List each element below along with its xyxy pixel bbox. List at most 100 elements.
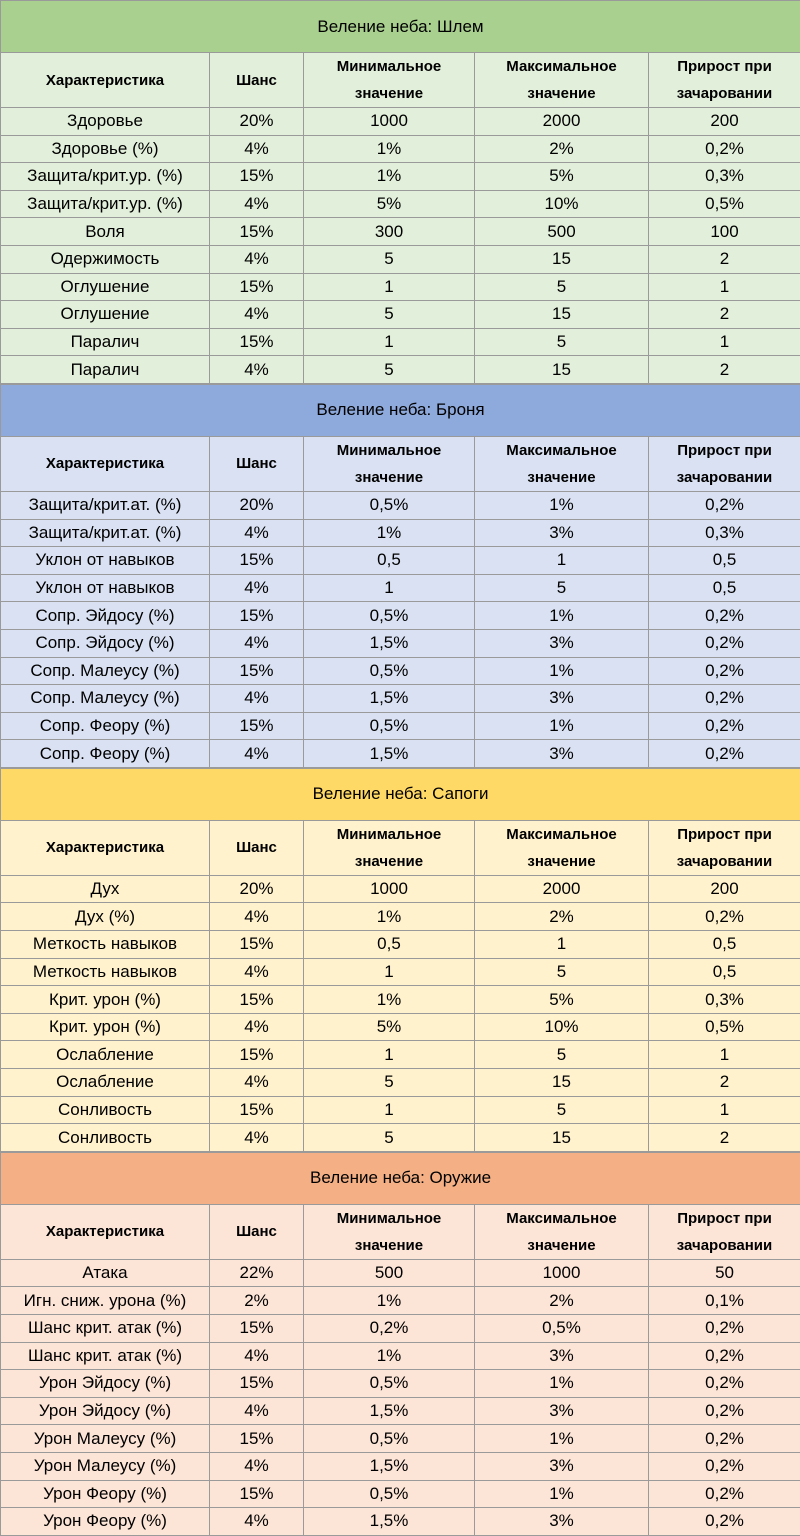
table-row: Защита/крит.ат. (%)20%0,5%1%0,2% (1, 491, 800, 519)
cell-enchant: 2 (649, 245, 800, 273)
cell-max: 1 (475, 547, 649, 575)
cell-min: 300 (304, 218, 475, 246)
cell-enchant: 0,2% (649, 491, 800, 519)
column-header-min: Минимальное значение (304, 436, 475, 491)
cell-chance: 20% (210, 491, 304, 519)
cell-max: 1% (475, 602, 649, 630)
cell-stat: Сопр. Эйдосу (%) (1, 602, 210, 630)
cell-stat: Оглушение (1, 301, 210, 329)
cell-stat: Ослабление (1, 1069, 210, 1097)
cell-min: 0,5% (304, 712, 475, 740)
cell-min: 1 (304, 1096, 475, 1124)
cell-enchant: 2 (649, 301, 800, 329)
cell-enchant: 0,2% (649, 602, 800, 630)
cell-chance: 22% (210, 1259, 304, 1287)
column-header-min: Минимальное значение (304, 820, 475, 875)
cell-stat: Сопр. Малеусу (%) (1, 685, 210, 713)
cell-stat: Уклон от навыков (1, 547, 210, 575)
cell-min: 0,5 (304, 547, 475, 575)
cell-max: 5 (475, 1041, 649, 1069)
cell-max: 1% (475, 1480, 649, 1508)
cell-max: 3% (475, 1342, 649, 1370)
cell-enchant: 200 (649, 108, 800, 136)
cell-min: 1 (304, 1041, 475, 1069)
table-row: Здоровье (%)4%1%2%0,2% (1, 135, 800, 163)
table-row: Урон Феору (%)4%1,5%3%0,2% (1, 1508, 800, 1536)
cell-stat: Паралич (1, 356, 210, 384)
cell-min: 1% (304, 135, 475, 163)
cell-chance: 4% (210, 740, 304, 768)
cell-max: 2% (475, 903, 649, 931)
cell-min: 1 (304, 328, 475, 356)
cell-enchant: 2 (649, 356, 800, 384)
cell-chance: 15% (210, 218, 304, 246)
column-header-enchant: Прирост при зачаровании (649, 53, 800, 108)
cell-chance: 20% (210, 108, 304, 136)
cell-enchant: 0,2% (649, 740, 800, 768)
cell-min: 1000 (304, 875, 475, 903)
cell-stat: Защита/крит.ур. (%) (1, 190, 210, 218)
section-title: Веление неба: Шлем (1, 1, 800, 53)
cell-min: 0,5 (304, 931, 475, 959)
cell-chance: 20% (210, 875, 304, 903)
column-header-max: Максимальное значение (475, 1204, 649, 1259)
cell-max: 1% (475, 1370, 649, 1398)
column-header-enchant: Прирост при зачаровании (649, 436, 800, 491)
column-header-chance: Шанс (210, 820, 304, 875)
cell-chance: 4% (210, 1013, 304, 1041)
table-row: Шанс крит. атак (%)4%1%3%0,2% (1, 1342, 800, 1370)
table-row: Урон Малеусу (%)4%1,5%3%0,2% (1, 1452, 800, 1480)
cell-enchant: 1 (649, 1096, 800, 1124)
column-header-chance: Шанс (210, 53, 304, 108)
cell-min: 5 (304, 301, 475, 329)
cell-stat: Шанс крит. атак (%) (1, 1315, 210, 1343)
cell-chance: 15% (210, 163, 304, 191)
cell-stat: Сопр. Феору (%) (1, 712, 210, 740)
cell-min: 0,5% (304, 1425, 475, 1453)
cell-min: 5 (304, 245, 475, 273)
cell-stat: Одержимость (1, 245, 210, 273)
cell-stat: Сонливость (1, 1124, 210, 1152)
cell-max: 15 (475, 1069, 649, 1097)
cell-max: 5 (475, 273, 649, 301)
cell-chance: 4% (210, 685, 304, 713)
cell-min: 1% (304, 519, 475, 547)
table-row: Шанс крит. атак (%)15%0,2%0,5%0,2% (1, 1315, 800, 1343)
cell-stat: Урон Феору (%) (1, 1508, 210, 1536)
cell-min: 0,5% (304, 657, 475, 685)
column-header-max: Максимальное значение (475, 436, 649, 491)
cell-chance: 15% (210, 712, 304, 740)
cell-chance: 15% (210, 547, 304, 575)
cell-enchant: 0,5 (649, 547, 800, 575)
cell-chance: 4% (210, 629, 304, 657)
cell-max: 3% (475, 740, 649, 768)
cell-min: 0,5% (304, 602, 475, 630)
cell-enchant: 0,1% (649, 1287, 800, 1315)
cell-stat: Сопр. Феору (%) (1, 740, 210, 768)
cell-enchant: 0,2% (649, 1342, 800, 1370)
table-row: Урон Эйдосу (%)4%1,5%3%0,2% (1, 1397, 800, 1425)
cell-stat: Воля (1, 218, 210, 246)
cell-chance: 15% (210, 986, 304, 1014)
cell-max: 1% (475, 657, 649, 685)
cell-stat: Оглушение (1, 273, 210, 301)
cell-enchant: 0,5 (649, 574, 800, 602)
cell-chance: 4% (210, 135, 304, 163)
cell-max: 3% (475, 1508, 649, 1536)
table-row: Урон Феору (%)15%0,5%1%0,2% (1, 1480, 800, 1508)
cell-enchant: 0,5% (649, 190, 800, 218)
cell-enchant: 50 (649, 1259, 800, 1287)
